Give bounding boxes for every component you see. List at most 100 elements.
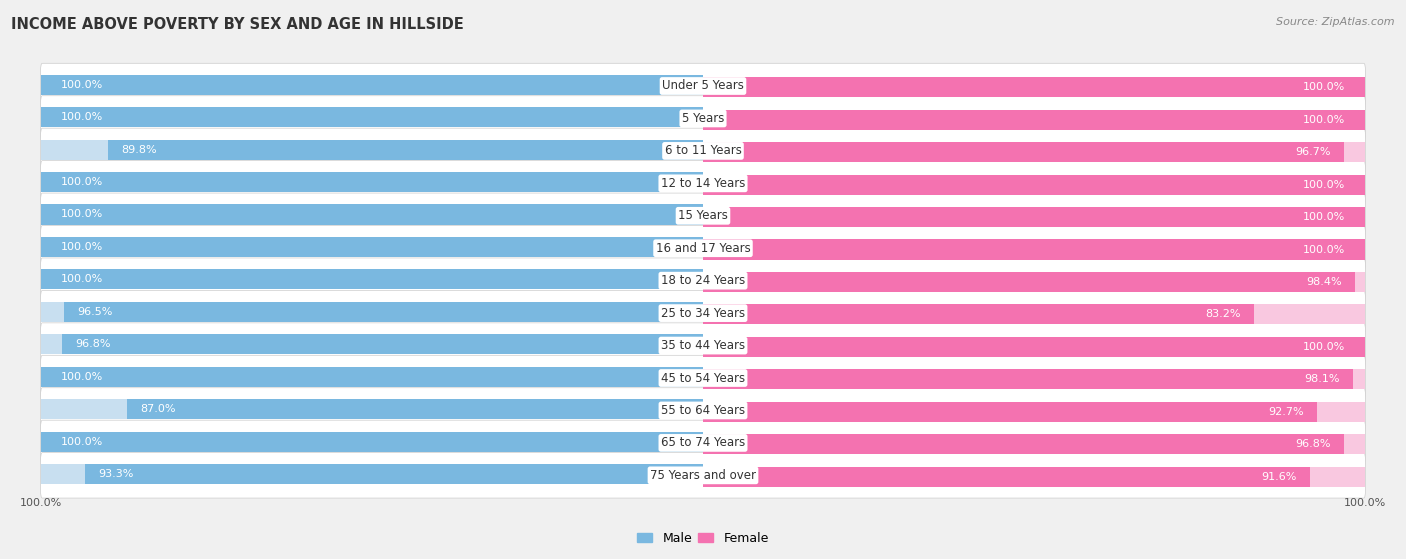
Bar: [41, 269, 703, 290]
Bar: [703, 77, 1365, 97]
Bar: [703, 207, 1365, 227]
Bar: [41, 205, 703, 225]
Text: 96.8%: 96.8%: [1295, 439, 1331, 449]
Text: 15 Years: 15 Years: [678, 209, 728, 222]
Text: 45 to 54 Years: 45 to 54 Years: [661, 372, 745, 385]
Bar: [41, 172, 703, 192]
Bar: [703, 304, 1365, 324]
Bar: [41, 75, 703, 95]
Bar: [84, 464, 703, 484]
Bar: [703, 110, 1365, 130]
Bar: [703, 369, 1365, 390]
Text: 5 Years: 5 Years: [682, 112, 724, 125]
Bar: [703, 207, 1365, 227]
FancyBboxPatch shape: [41, 453, 1365, 498]
Text: 92.7%: 92.7%: [1268, 407, 1303, 417]
Text: 100.0%: 100.0%: [1303, 244, 1346, 254]
Bar: [41, 107, 703, 127]
Bar: [41, 367, 703, 387]
Bar: [703, 174, 1365, 195]
Text: 6 to 11 Years: 6 to 11 Years: [665, 144, 741, 158]
Bar: [703, 239, 1365, 259]
Text: 75 Years and over: 75 Years and over: [650, 469, 756, 482]
FancyBboxPatch shape: [41, 193, 1365, 239]
Bar: [703, 272, 1355, 292]
FancyBboxPatch shape: [41, 291, 1365, 336]
FancyBboxPatch shape: [41, 128, 1365, 174]
Bar: [41, 140, 703, 160]
Text: 93.3%: 93.3%: [98, 469, 134, 479]
Text: 83.2%: 83.2%: [1205, 310, 1241, 319]
Bar: [703, 142, 1344, 162]
FancyBboxPatch shape: [41, 160, 1365, 206]
Text: 100.0%: 100.0%: [60, 112, 103, 122]
Bar: [41, 334, 703, 354]
Bar: [703, 142, 1365, 162]
Bar: [41, 432, 703, 452]
Text: 100.0%: 100.0%: [1303, 115, 1346, 125]
Bar: [703, 272, 1365, 292]
FancyBboxPatch shape: [41, 420, 1365, 466]
Text: 100.0%: 100.0%: [20, 498, 62, 508]
Bar: [127, 399, 703, 419]
Bar: [62, 334, 703, 354]
Bar: [41, 205, 703, 225]
Bar: [703, 110, 1365, 130]
Text: 55 to 64 Years: 55 to 64 Years: [661, 404, 745, 417]
Text: 100.0%: 100.0%: [60, 242, 103, 252]
Bar: [703, 434, 1365, 454]
Bar: [41, 399, 703, 419]
Text: 100.0%: 100.0%: [60, 372, 103, 382]
Text: 89.8%: 89.8%: [121, 145, 157, 155]
Text: 35 to 44 Years: 35 to 44 Years: [661, 339, 745, 352]
FancyBboxPatch shape: [41, 323, 1365, 368]
Bar: [703, 337, 1365, 357]
Text: 100.0%: 100.0%: [1303, 82, 1346, 92]
Bar: [41, 172, 703, 192]
FancyBboxPatch shape: [41, 258, 1365, 304]
Text: 96.5%: 96.5%: [77, 307, 112, 317]
FancyBboxPatch shape: [41, 96, 1365, 141]
Bar: [108, 140, 703, 160]
Text: 25 to 34 Years: 25 to 34 Years: [661, 307, 745, 320]
Text: 18 to 24 Years: 18 to 24 Years: [661, 274, 745, 287]
Text: 100.0%: 100.0%: [1303, 179, 1346, 190]
Bar: [703, 369, 1353, 390]
Bar: [703, 467, 1310, 487]
Text: INCOME ABOVE POVERTY BY SEX AND AGE IN HILLSIDE: INCOME ABOVE POVERTY BY SEX AND AGE IN H…: [11, 17, 464, 32]
Bar: [703, 402, 1317, 422]
Bar: [703, 77, 1365, 97]
FancyBboxPatch shape: [41, 356, 1365, 401]
Text: 87.0%: 87.0%: [141, 404, 176, 414]
Bar: [703, 174, 1365, 195]
Text: 100.0%: 100.0%: [60, 80, 103, 89]
Text: 100.0%: 100.0%: [1303, 212, 1346, 222]
Bar: [41, 432, 703, 452]
Text: 100.0%: 100.0%: [60, 274, 103, 285]
Text: Source: ZipAtlas.com: Source: ZipAtlas.com: [1277, 17, 1395, 27]
Text: 100.0%: 100.0%: [60, 437, 103, 447]
Text: 98.1%: 98.1%: [1305, 375, 1340, 384]
Text: 96.8%: 96.8%: [75, 339, 111, 349]
Bar: [703, 434, 1344, 454]
Text: 100.0%: 100.0%: [1344, 498, 1386, 508]
Text: 16 and 17 Years: 16 and 17 Years: [655, 241, 751, 255]
Bar: [41, 269, 703, 290]
FancyBboxPatch shape: [41, 388, 1365, 433]
Bar: [41, 302, 703, 322]
Bar: [41, 75, 703, 95]
Text: 100.0%: 100.0%: [60, 210, 103, 220]
Bar: [703, 239, 1365, 259]
Text: 91.6%: 91.6%: [1261, 472, 1296, 482]
FancyBboxPatch shape: [41, 63, 1365, 108]
Text: 12 to 14 Years: 12 to 14 Years: [661, 177, 745, 190]
Legend: Male, Female: Male, Female: [633, 527, 773, 550]
Text: 100.0%: 100.0%: [1303, 342, 1346, 352]
Bar: [41, 237, 703, 257]
Bar: [703, 402, 1365, 422]
Text: 96.7%: 96.7%: [1295, 147, 1330, 157]
Bar: [41, 107, 703, 127]
Bar: [703, 467, 1365, 487]
Bar: [703, 304, 1254, 324]
Text: Under 5 Years: Under 5 Years: [662, 79, 744, 92]
